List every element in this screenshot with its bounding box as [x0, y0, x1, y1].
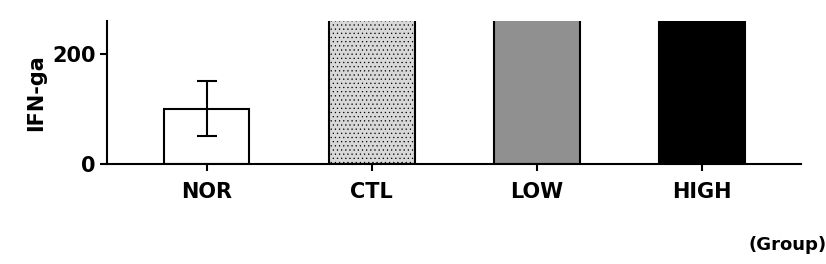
Bar — [494, 0, 580, 164]
Bar — [659, 0, 745, 164]
Y-axis label: IFN-ga: IFN-ga — [26, 54, 46, 131]
Bar — [329, 0, 415, 164]
Bar — [164, 109, 249, 164]
Text: (Group): (Group) — [748, 236, 826, 254]
